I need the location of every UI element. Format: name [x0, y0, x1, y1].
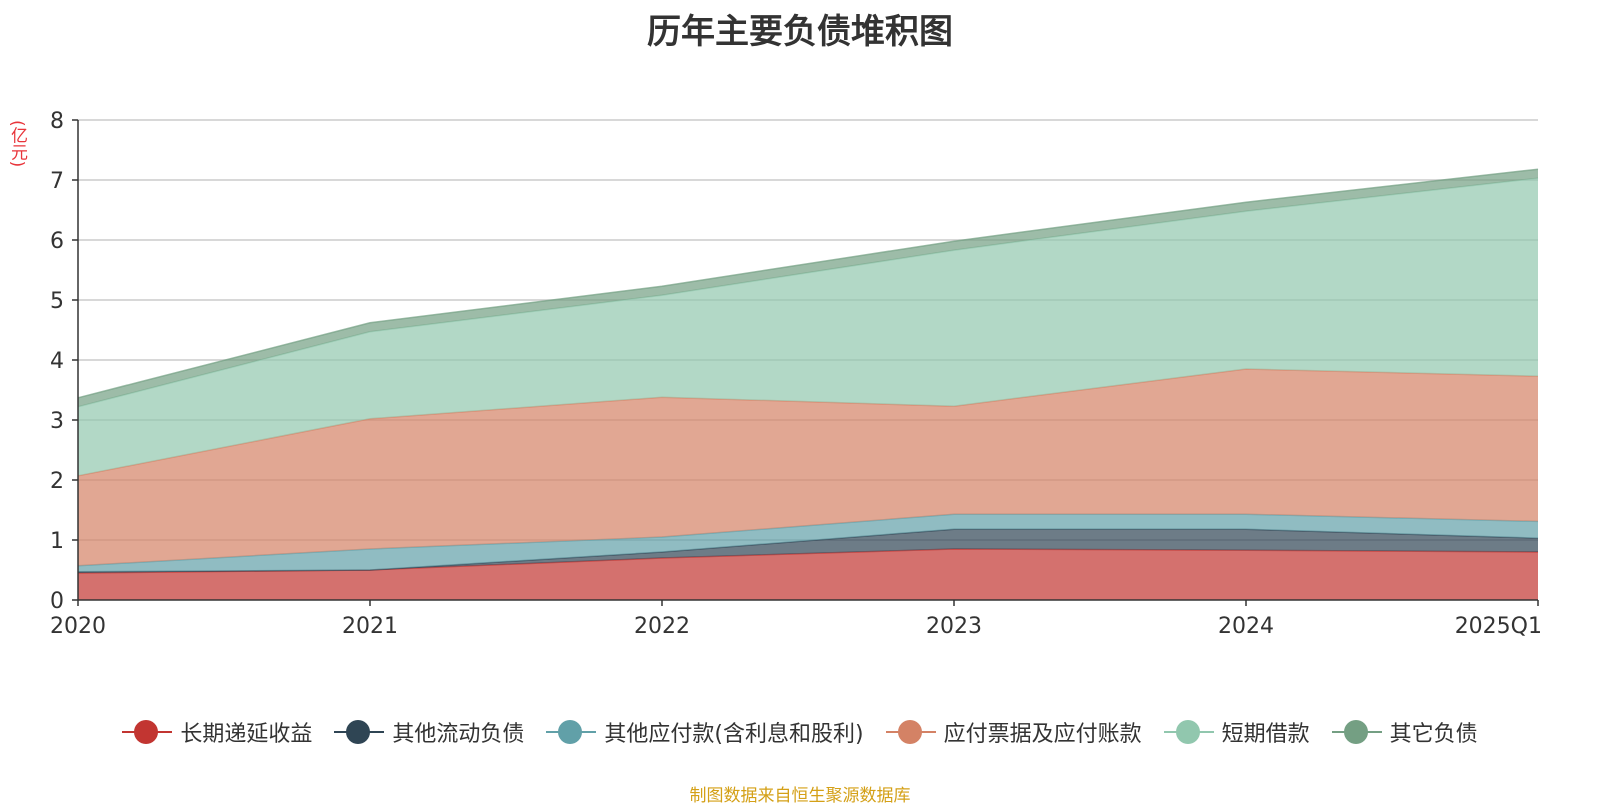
x-tick-label: 2022 — [634, 614, 690, 639]
legend-label: 其他应付款(含利息和股利) — [604, 722, 864, 747]
x-tick-label: 2021 — [342, 614, 398, 639]
area-series-4 — [78, 178, 1538, 476]
axes — [72, 119, 1539, 606]
legend-label: 其他流动负债 — [392, 722, 525, 747]
legend-marker-icon — [885, 719, 936, 745]
legend-label: 长期递延收益 — [180, 722, 313, 747]
legend-marker-icon — [1331, 719, 1382, 745]
legend-item-3[interactable]: 应付票据及应付账款 — [885, 716, 1142, 748]
series-line-5 — [77, 168, 1539, 399]
y-tick-label: 4 — [50, 349, 64, 374]
y-tick-label: 3 — [50, 409, 64, 434]
legend-label: 其它负债 — [1389, 722, 1478, 747]
legend-item-0[interactable]: 长期递延收益 — [122, 716, 312, 748]
source-note: 制图数据来自恒生聚源数据库 — [689, 786, 911, 806]
legend-item-1[interactable]: 其他流动负债 — [334, 716, 524, 748]
legend-label: 应付票据及应付账款 — [943, 722, 1142, 747]
y-axis-unit-label: (亿元) — [7, 120, 27, 168]
y-tick-label: 8 — [50, 109, 64, 134]
chart-title: 历年主要负债堆积图 — [647, 12, 953, 52]
legend-item-2[interactable]: 其他应付款(含利息和股利) — [546, 716, 864, 748]
y-tick-label: 0 — [50, 589, 64, 614]
area-series-2 — [78, 514, 1538, 572]
x-tick-label: 2024 — [1218, 614, 1274, 639]
legend-item-4[interactable]: 短期借款 — [1163, 716, 1310, 748]
y-tick-label: 7 — [50, 169, 64, 194]
legend: 长期递延收益 其他流动负债 其他应付款(含利息和股利) 应付票据及应付账款 短期借款 其它… — [0, 716, 1600, 748]
y-tick-label: 1 — [50, 529, 64, 554]
y-tick-label: 2 — [50, 469, 64, 494]
tick-labels: 0 1 2 3 4 5 6 7 8 2020 2021 2022 2023 2024 2025Q1 — [50, 109, 1542, 639]
area-series-1 — [78, 529, 1538, 573]
legend-marker-icon — [1163, 719, 1214, 745]
y-tick-label: 6 — [50, 229, 64, 254]
area-series-3 — [78, 369, 1538, 566]
legend-label: 短期借款 — [1221, 722, 1310, 747]
x-tick-label: 2020 — [50, 614, 106, 639]
legend-marker-icon — [546, 719, 597, 745]
legend-item-5[interactable]: 其它负债 — [1331, 716, 1478, 748]
x-tick-label: 2023 — [926, 614, 982, 639]
legend-marker-icon — [334, 719, 385, 745]
legend-marker-icon — [122, 719, 173, 745]
area-series-5 — [78, 169, 1538, 407]
area-series — [77, 168, 1539, 600]
x-tick-label: 2025Q1 — [1455, 614, 1542, 639]
area-series-0 — [78, 549, 1538, 600]
y-tick-label: 5 — [50, 289, 64, 314]
